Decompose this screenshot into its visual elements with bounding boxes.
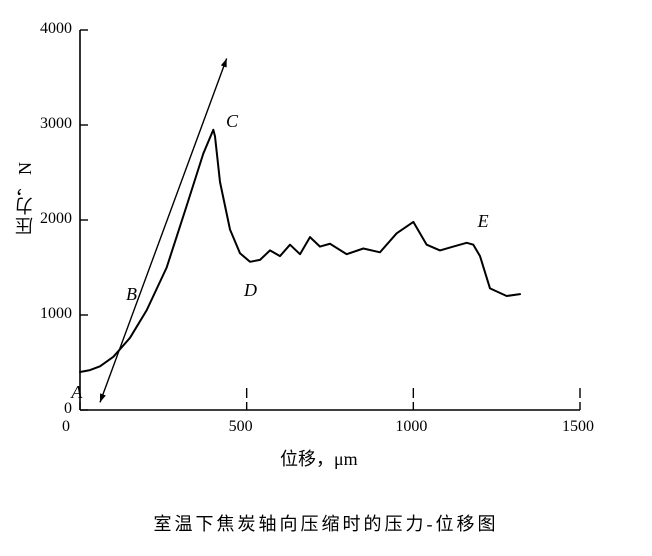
x-tick-label: 0 bbox=[62, 418, 70, 436]
point-label-e: E bbox=[478, 211, 489, 232]
chart-svg bbox=[0, 0, 652, 556]
x-tick-label: 500 bbox=[229, 418, 253, 436]
point-label-a: A bbox=[71, 382, 82, 403]
point-label-b: B bbox=[126, 284, 137, 305]
y-tick-label: 4000 bbox=[40, 20, 72, 38]
y-tick-label: 1000 bbox=[40, 305, 72, 323]
x-tick-label: 1000 bbox=[395, 418, 427, 436]
point-label-d: D bbox=[244, 280, 257, 301]
y-tick-label: 3000 bbox=[40, 115, 72, 133]
y-tick-label: 2000 bbox=[40, 210, 72, 228]
point-label-c: C bbox=[226, 111, 238, 132]
x-tick-label: 1500 bbox=[562, 418, 594, 436]
